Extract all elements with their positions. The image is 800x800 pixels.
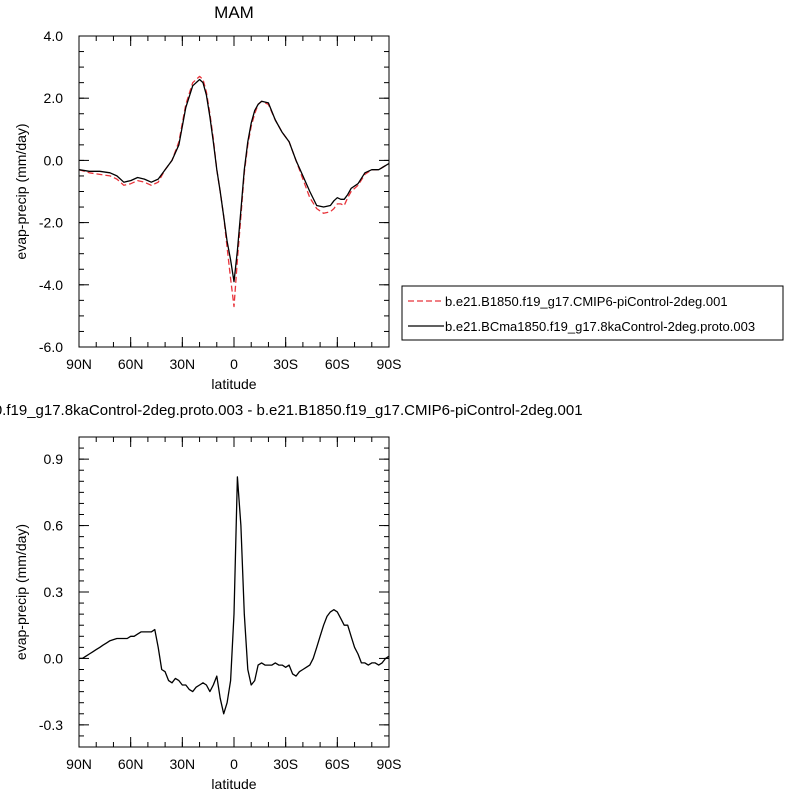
series-line-1 <box>78 78 390 283</box>
series-line-0 <box>79 476 390 715</box>
legend-label-1: b.e21.BCma1850.f19_g17.8kaControl-2deg.p… <box>445 319 755 334</box>
x-tick-label: 90S <box>377 756 402 772</box>
x-tick-label: 30N <box>169 756 195 772</box>
x-tick-label: 90N <box>66 356 92 372</box>
y-axis-label: evap-precip (mm/day) <box>13 123 29 259</box>
x-tick-label: 60S <box>325 356 350 372</box>
y-tick-label: 0.0 <box>44 152 64 168</box>
x-tick-label: 90N <box>66 756 92 772</box>
legend-box <box>401 285 784 341</box>
chart-title: b.e21.BCma1850.f19_g17.8kaControl-2deg.p… <box>0 402 583 419</box>
y-axis-label: evap-precip (mm/day) <box>13 524 29 660</box>
x-tick-label: 60N <box>118 756 144 772</box>
y-tick-label: -0.3 <box>39 717 63 733</box>
y-tick-label: 2.0 <box>44 90 64 106</box>
x-axis-label: latitude <box>211 376 256 392</box>
x-tick-label: 60S <box>325 756 350 772</box>
y-tick-label: -4.0 <box>39 277 63 293</box>
x-tick-label: 90S <box>377 356 402 372</box>
y-tick-label: -2.0 <box>39 215 63 231</box>
x-tick-label: 30S <box>273 756 298 772</box>
difference-panel: b.e21.BCma1850.f19_g17.8kaControl-2deg.p… <box>0 402 583 792</box>
plot-frame <box>78 436 390 748</box>
x-tick-label: 60N <box>118 356 144 372</box>
x-tick-label: 0 <box>230 356 238 372</box>
y-tick-label: 0.3 <box>44 584 64 600</box>
chart-title: MAM <box>214 3 254 22</box>
y-tick-label: 4.0 <box>44 28 64 44</box>
legend-label-0: b.e21.B1850.f19_g17.CMIP6-piControl-2deg… <box>445 294 728 309</box>
x-tick-label: 0 <box>230 756 238 772</box>
y-tick-label: -6.0 <box>39 339 63 355</box>
mam-panel: MAM 90N 60N 30N 0 30S 60S 90S -6.0 -4.0 -2.0 0.0 2.0… <box>13 3 784 392</box>
series-line-0 <box>78 75 390 308</box>
plot-frame <box>78 35 390 348</box>
x-axis-label: latitude <box>211 776 256 792</box>
y-tick-label: 0.9 <box>44 451 64 467</box>
x-tick-label: 30N <box>169 356 195 372</box>
x-tick-label: 30S <box>273 356 298 372</box>
y-tick-label: 0.0 <box>44 650 64 666</box>
y-tick-label: 0.6 <box>44 518 64 534</box>
